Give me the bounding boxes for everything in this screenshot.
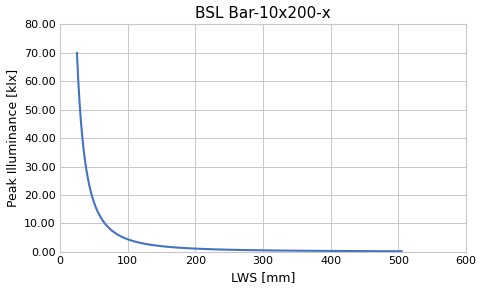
- Y-axis label: Peak Illuminance [klx]: Peak Illuminance [klx]: [6, 69, 18, 207]
- Title: BSL Bar-10x200-x: BSL Bar-10x200-x: [195, 6, 331, 21]
- X-axis label: LWS [mm]: LWS [mm]: [231, 271, 295, 284]
